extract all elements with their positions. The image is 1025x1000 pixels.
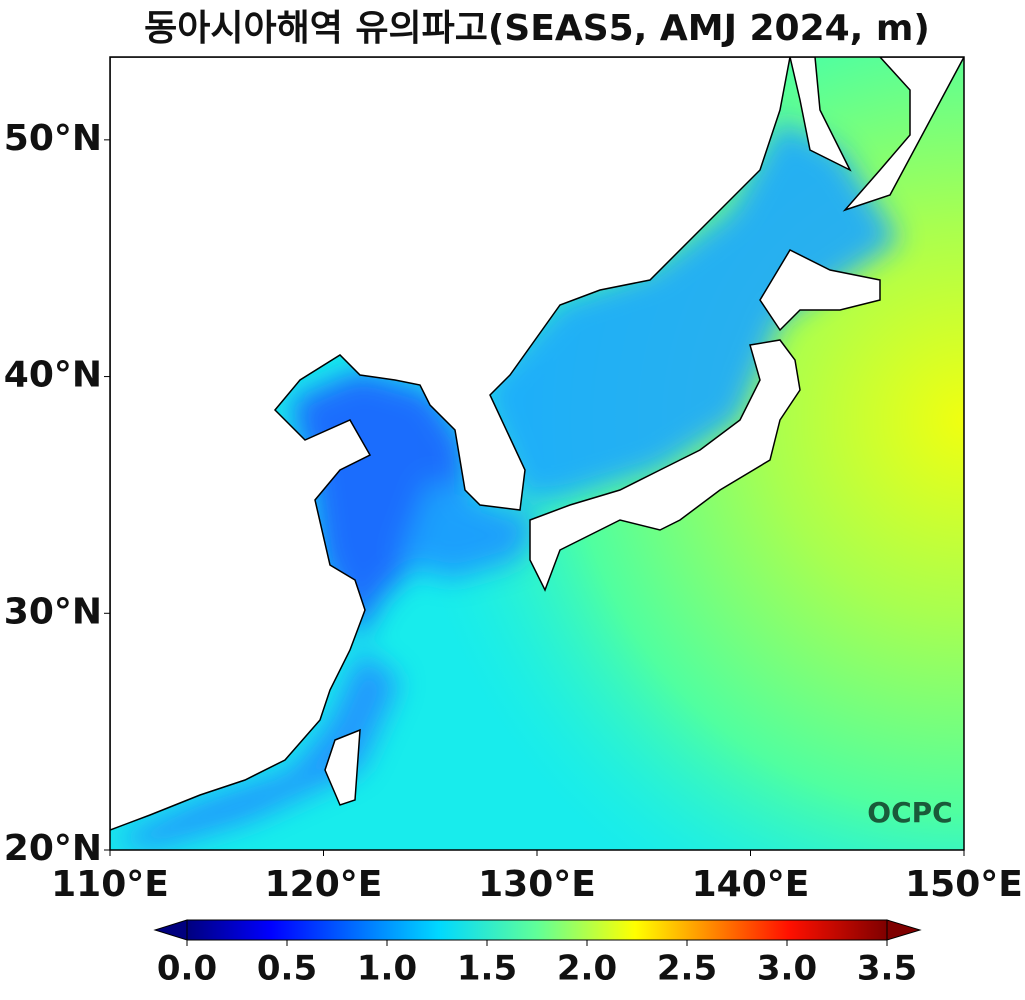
colorbar bbox=[187, 920, 887, 940]
colorbar-tick-label: 3.0 bbox=[757, 949, 817, 989]
x-tick-label: 130°E bbox=[478, 864, 596, 905]
y-tick-label: 40°N bbox=[4, 355, 102, 396]
x-tick-label: 140°E bbox=[692, 864, 810, 905]
colorbar-extend-high bbox=[886, 919, 922, 941]
y-tick-label: 30°N bbox=[4, 591, 102, 632]
colorbar-frame bbox=[186, 919, 888, 941]
colorbar-tick-label: 3.5 bbox=[857, 949, 917, 989]
colorbar-tick-label: 1.0 bbox=[357, 949, 417, 989]
logo: OCPC bbox=[867, 796, 952, 829]
colorbar-extend-low bbox=[153, 919, 188, 941]
x-tick-label: 150°E bbox=[905, 864, 1023, 905]
title: 동아시아해역 유의파고(SEAS5, AMJ 2024, m) bbox=[144, 8, 930, 49]
x-tick-label: 110°E bbox=[51, 864, 169, 905]
land bbox=[110, 57, 964, 831]
colorbar-tick-label: 2.5 bbox=[657, 949, 717, 989]
colorbar-tick-label: 0.0 bbox=[157, 949, 217, 989]
y-tick-label: 50°N bbox=[4, 118, 102, 159]
y-tick-label: 20°N bbox=[4, 828, 102, 869]
colorbar-tick-label: 2.0 bbox=[557, 949, 617, 989]
x-tick-label: 120°E bbox=[265, 864, 383, 905]
colorbar-tick-label: 0.5 bbox=[257, 949, 317, 989]
wave-field bbox=[110, 57, 964, 850]
colorbar-tick-label: 1.5 bbox=[457, 949, 517, 989]
